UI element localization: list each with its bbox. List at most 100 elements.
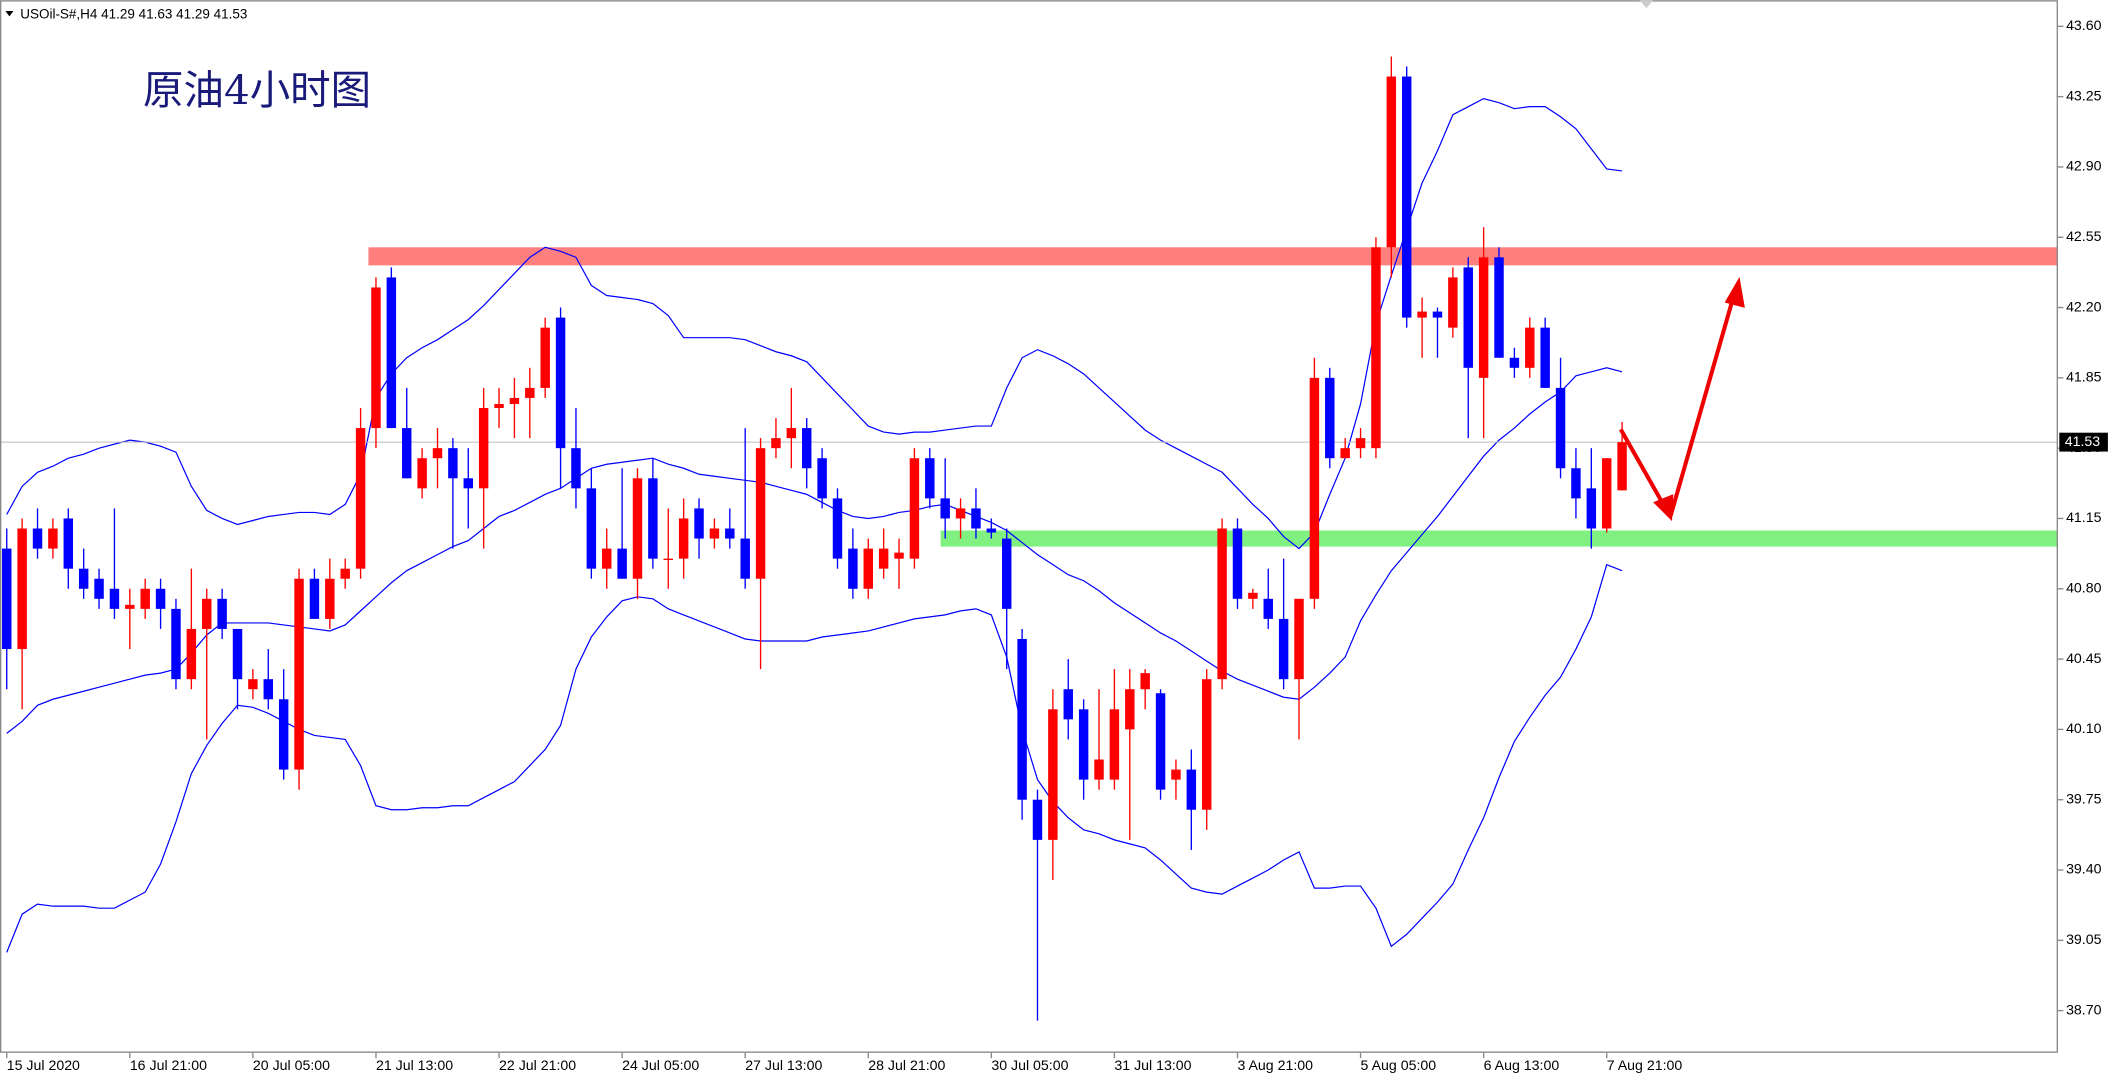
candle-body	[1032, 799, 1043, 840]
candle-body	[17, 528, 27, 650]
zone	[368, 247, 2058, 266]
candle-body	[694, 508, 704, 539]
x-tick-label: 5 Aug 05:00	[1361, 1058, 1437, 1074]
candle-body	[417, 458, 427, 489]
candle-body	[1417, 311, 1427, 318]
candle-body	[109, 588, 120, 609]
candle-body	[709, 528, 720, 539]
candle-body	[1017, 638, 1027, 800]
symbol-header: USOil-S#,H4 41.29 41.63 41.29 41.53	[20, 7, 247, 22]
candle-body	[894, 552, 904, 559]
candle-body	[678, 518, 689, 559]
x-tick-label: 31 Jul 13:00	[1114, 1058, 1191, 1074]
candle-body	[78, 568, 89, 589]
candle-body	[755, 448, 766, 579]
y-tick-label: 39.75	[2066, 791, 2102, 807]
x-tick-label: 3 Aug 21:00	[1237, 1058, 1313, 1074]
candle-body	[1555, 387, 1566, 469]
zone	[940, 530, 2058, 547]
candle-body	[1001, 538, 1012, 609]
candle-body	[294, 578, 304, 770]
candle-body	[1248, 592, 1258, 599]
candle-body	[1201, 679, 1212, 810]
y-tick-label: 42.90	[2066, 159, 2102, 175]
candle-body	[448, 448, 458, 479]
candle-body	[863, 548, 873, 589]
candle-body	[1478, 257, 1489, 378]
candle-body	[1186, 769, 1197, 810]
x-tick-label: 22 Jul 21:00	[499, 1058, 576, 1074]
candle-body	[1217, 528, 1227, 680]
candle-body	[402, 428, 412, 479]
candle-body	[1232, 528, 1243, 599]
candle-body	[386, 277, 397, 429]
y-tick-label: 39.05	[2066, 932, 2102, 948]
candle-body	[971, 508, 981, 529]
candle-body	[509, 397, 520, 404]
candle-body	[1601, 458, 1612, 529]
candle-body	[1386, 76, 1397, 248]
candle-body	[1263, 598, 1273, 619]
frame	[0, 0, 2058, 1053]
menu-icon[interactable]	[5, 11, 14, 17]
candle-body	[586, 488, 597, 569]
candle-body	[771, 438, 781, 449]
candle-body	[48, 528, 58, 549]
y-tick-label: 42.20	[2066, 299, 2102, 315]
candle-body	[325, 578, 335, 619]
arrow-head	[1653, 494, 1674, 522]
candle-body	[478, 407, 489, 489]
candle-body	[555, 317, 566, 449]
y-tick-label: 40.45	[2066, 651, 2102, 667]
candle-body	[248, 679, 258, 690]
candle-body	[540, 327, 550, 388]
candle-body	[1063, 689, 1073, 720]
candle-body	[1155, 693, 1166, 790]
candle-body	[817, 458, 827, 499]
candle-body	[648, 478, 658, 559]
candle-body	[1309, 377, 1320, 599]
candle-body	[602, 548, 612, 569]
candle-body	[1355, 438, 1366, 449]
candle-body	[525, 387, 535, 398]
x-tick-label: 21 Jul 13:00	[376, 1058, 453, 1074]
candle-body	[494, 403, 504, 408]
x-tick-label: 30 Jul 05:00	[991, 1058, 1068, 1074]
y-tick-label: 43.60	[2066, 18, 2102, 34]
candle-body	[740, 538, 750, 579]
last-price-label: 41.53	[2065, 434, 2101, 450]
candle-body	[140, 588, 150, 609]
x-tick-label: 6 Aug 13:00	[1484, 1058, 1560, 1074]
y-tick-label: 40.10	[2066, 721, 2102, 737]
x-tick-label: 24 Jul 05:00	[622, 1058, 699, 1074]
arrow-up	[1668, 293, 1737, 517]
candle-body	[355, 428, 366, 569]
candle-body	[1525, 327, 1535, 368]
candle-body	[1371, 247, 1381, 449]
candle-body	[1509, 357, 1520, 368]
chart-title: 原油4小时图	[143, 66, 371, 114]
x-tick-label: 15 Jul 2020	[7, 1058, 80, 1074]
candle-body	[186, 628, 197, 680]
bollinger-band	[6, 97, 1623, 550]
candle-body	[909, 458, 920, 559]
candle-body	[63, 518, 74, 569]
candle-body	[1586, 488, 1597, 529]
candle-body	[955, 508, 966, 519]
x-tick-label: 27 Jul 13:00	[745, 1058, 822, 1074]
y-tick-label: 38.70	[2066, 1002, 2102, 1018]
candle-body	[1340, 448, 1350, 459]
candle-body	[1171, 769, 1181, 780]
candle-body	[340, 568, 350, 579]
candle-body	[1571, 468, 1581, 499]
x-tick-label: 16 Jul 21:00	[130, 1058, 207, 1074]
arrow-down	[1618, 428, 1669, 512]
candle-body	[432, 448, 443, 459]
arrows	[1618, 276, 1745, 522]
candle-body	[632, 478, 643, 579]
candle-body	[1448, 277, 1458, 328]
y-tick-label: 39.40	[2066, 862, 2102, 878]
candle-body	[1463, 267, 1473, 368]
